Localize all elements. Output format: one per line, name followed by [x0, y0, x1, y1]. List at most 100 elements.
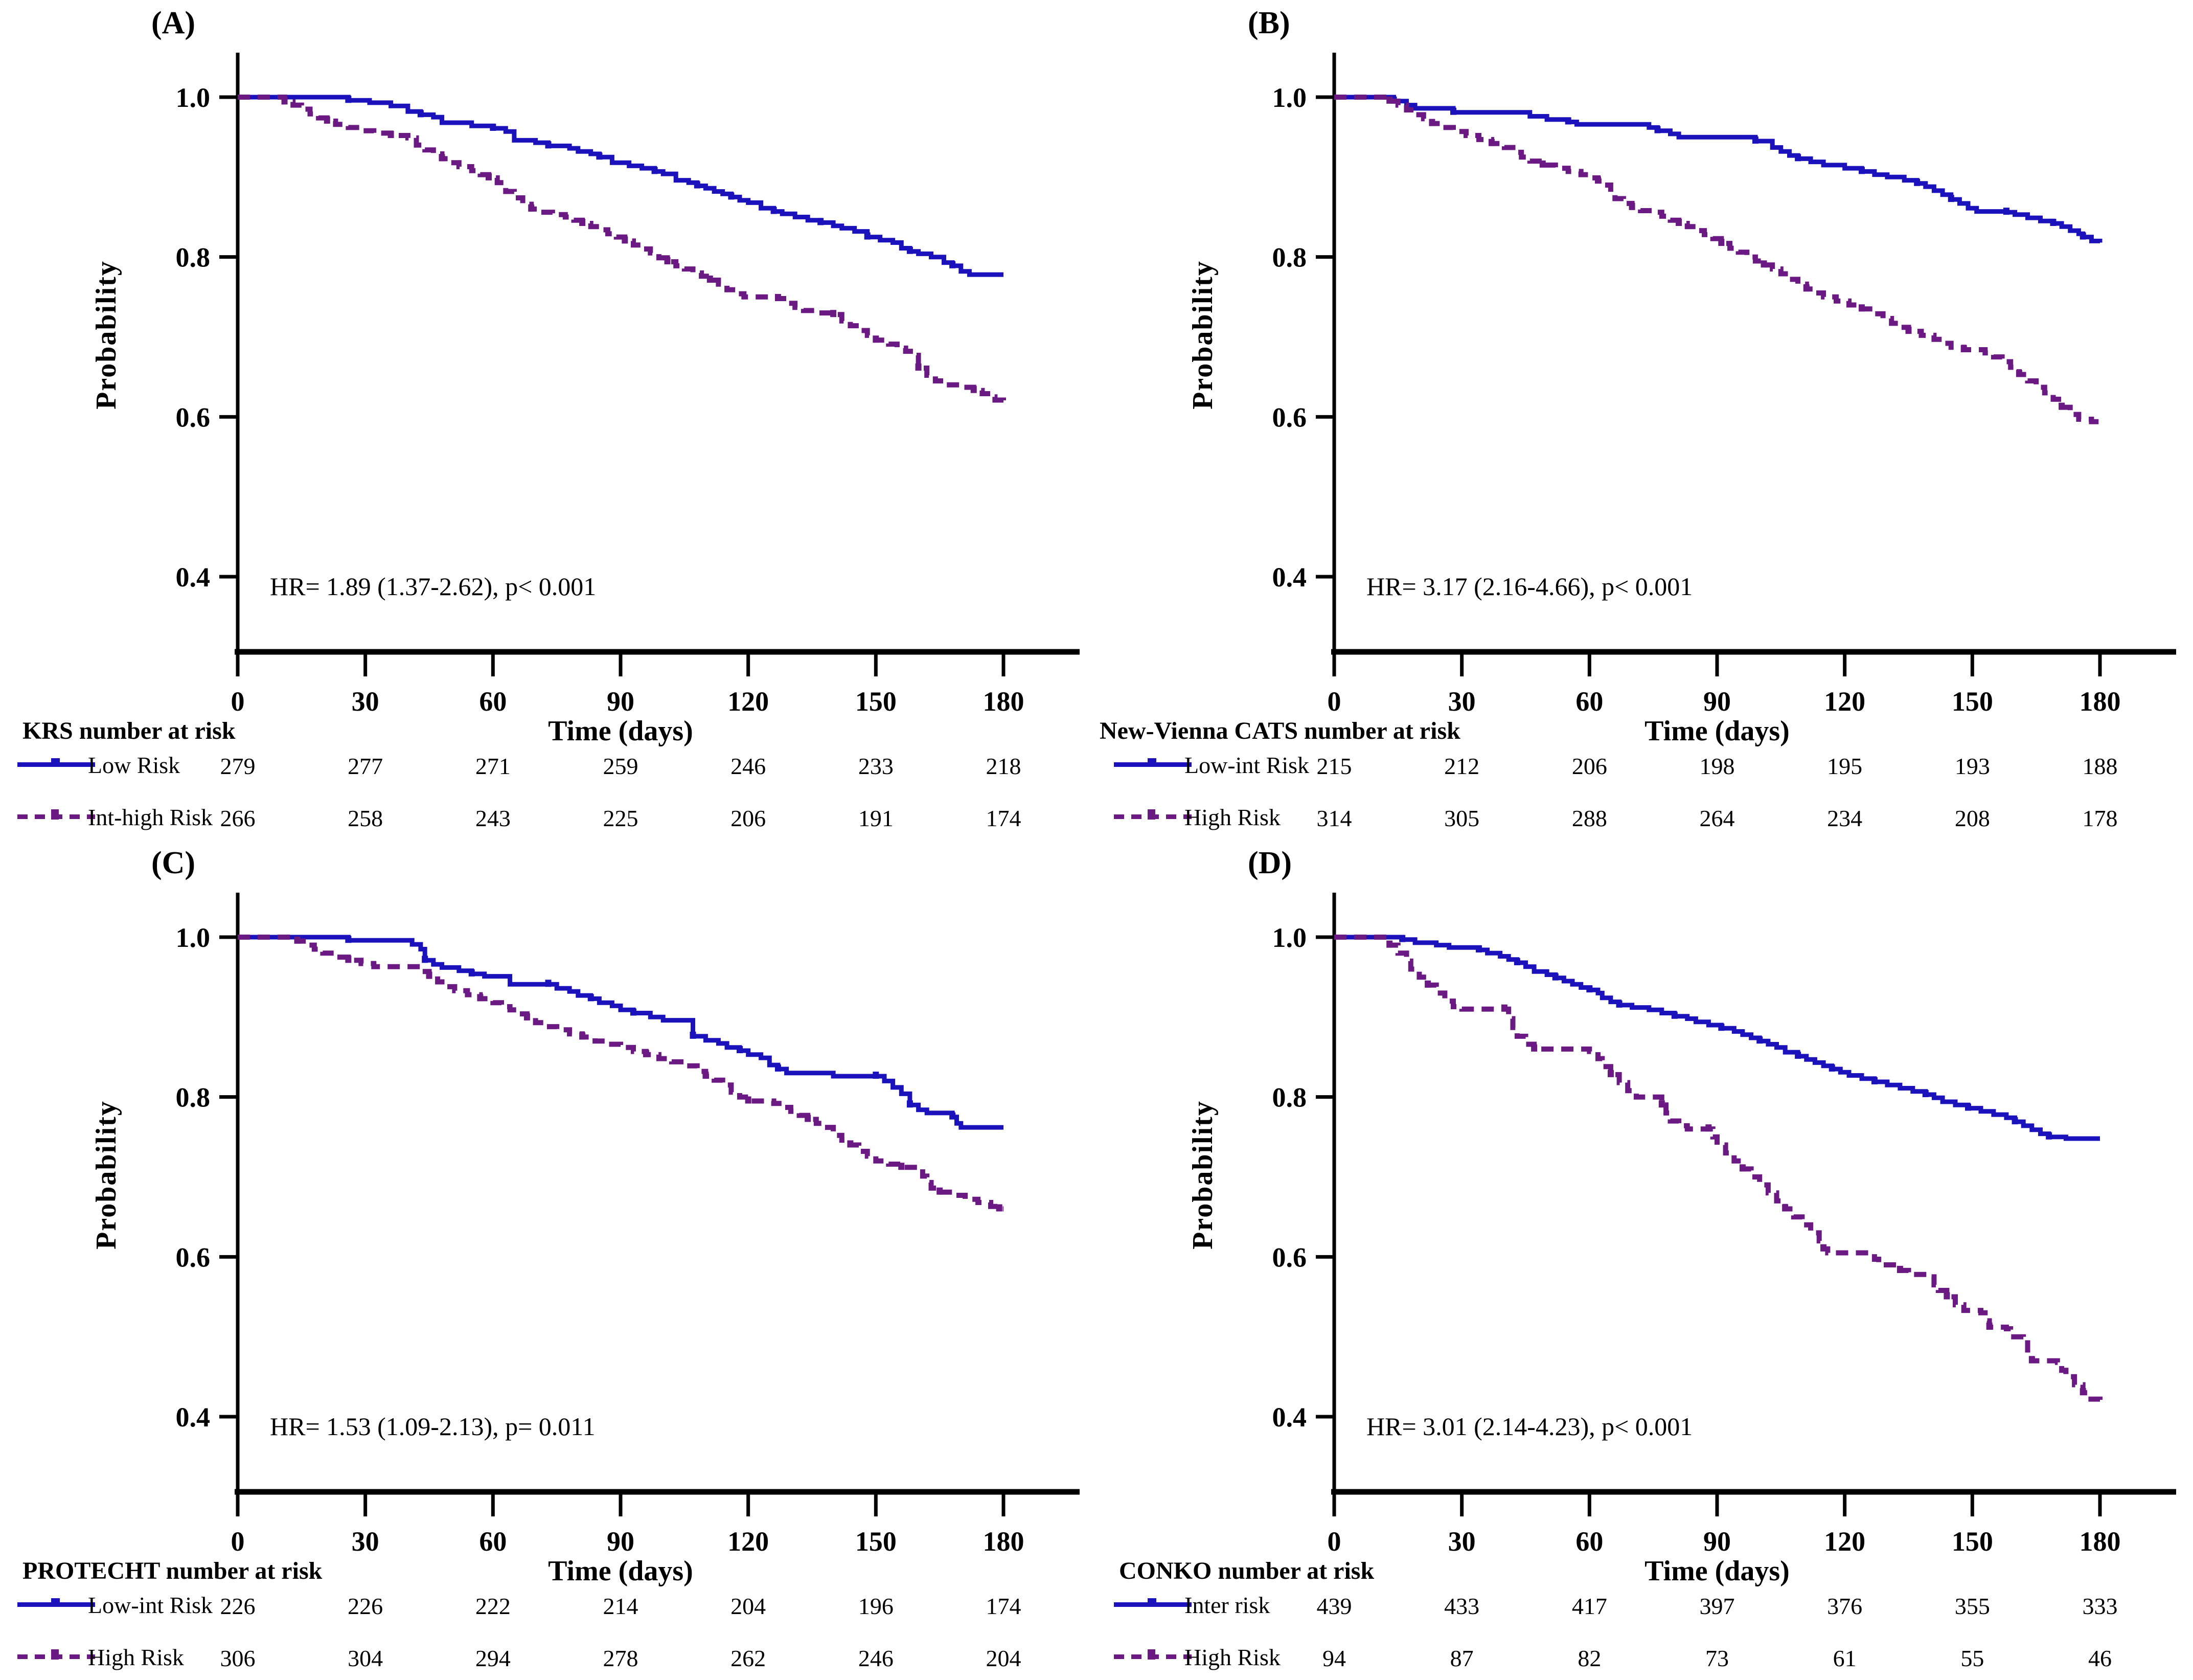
risk-row: High Risk 306 304 294 278 262 246 204 — [0, 1643, 1096, 1674]
at-risk-count: 178 — [2082, 805, 2118, 831]
censor-mark — [417, 110, 424, 118]
y-tick-label: 0.6 — [1272, 1242, 1307, 1273]
censor-mark — [1782, 1204, 1789, 1212]
censor-mark — [1429, 119, 1435, 126]
censor-mark — [2028, 1356, 2035, 1364]
risk-table: Low-int Risk 226 226 222 214 204 196 174 High Ri… — [0, 840, 1096, 1680]
risk-table-header: New-Vienna CATS number at risk — [1100, 717, 1460, 744]
km-curve-higher-risk — [238, 95, 1006, 403]
at-risk-count: 193 — [1954, 753, 1990, 779]
at-risk-count: 417 — [1571, 1593, 1607, 1619]
censor-mark — [1386, 96, 1393, 104]
censor-mark — [1386, 940, 1393, 948]
x-tick-label: 60 — [479, 1526, 507, 1557]
x-tick-label: 0 — [1328, 1526, 1341, 1557]
dashed-line-swatch — [17, 807, 95, 826]
x-tick-label: 120 — [727, 686, 769, 717]
risk-row: Inter risk 439 433 417 397 376 355 333 — [1096, 1591, 2193, 1622]
x-tick-label: 0 — [231, 686, 245, 717]
y-tick-label: 1.0 — [176, 922, 211, 953]
risk-row: Low-int Risk 215 212 206 198 195 193 188 — [1096, 751, 2193, 782]
censor-mark — [774, 293, 781, 301]
x-tick-label: 30 — [1448, 686, 1476, 717]
censor-mark — [422, 956, 428, 963]
at-risk-count: 208 — [1954, 805, 1990, 831]
censor-mark — [1718, 239, 1725, 246]
censor-mark — [643, 1050, 649, 1057]
censor-mark — [545, 141, 552, 149]
dashed-line-swatch — [17, 1647, 95, 1666]
censor-mark — [1616, 1000, 1623, 1008]
censor-mark — [1501, 1004, 1507, 1012]
risk-series-label: Low-int Risk — [88, 1592, 213, 1618]
at-risk-count: 206 — [730, 805, 766, 831]
panel-label: (C) — [151, 846, 196, 880]
censor-mark — [1539, 160, 1546, 168]
dashed-line-swatch — [1114, 807, 1192, 826]
censor-mark — [873, 1072, 879, 1079]
km-plot-B: 1.0 0.8 0.6 0.4 0 30 60 90 120 150 180 — [1272, 53, 2176, 717]
y-tick-label: 0.8 — [1272, 1082, 1307, 1113]
censor-mark — [1425, 980, 1431, 988]
at-risk-count: 264 — [1699, 805, 1735, 831]
at-risk-count: 376 — [1827, 1593, 1863, 1619]
solid-line-swatch — [17, 1595, 95, 1614]
km-curve-higher-risk — [1334, 95, 2100, 424]
at-risk-count: 191 — [858, 805, 894, 831]
censor-mark — [523, 1013, 530, 1020]
at-risk-count: 397 — [1699, 1593, 1735, 1619]
at-risk-count: 204 — [730, 1593, 766, 1619]
at-risk-count: 259 — [603, 753, 638, 779]
at-risk-count: 234 — [1827, 805, 1863, 831]
at-risk-count: 333 — [2082, 1593, 2118, 1619]
censor-mark — [1671, 1011, 1678, 1019]
censor-mark — [622, 236, 628, 244]
y-tick-label: 0.6 — [1272, 402, 1307, 433]
censor-mark — [294, 936, 301, 944]
risk-series-label: Int-high Risk — [88, 804, 213, 830]
censor-mark — [737, 1046, 743, 1053]
at-risk-count: 225 — [603, 805, 638, 831]
censor-mark — [2080, 1388, 2086, 1396]
censor-mark — [1629, 202, 1635, 210]
censor-mark — [898, 1163, 905, 1170]
at-risk-count: 246 — [858, 1645, 894, 1671]
panel-label: (B) — [1248, 6, 1290, 40]
censor-mark — [528, 204, 535, 212]
at-risk-count: 218 — [986, 753, 1021, 779]
censor-mark — [1756, 1036, 1763, 1044]
solid-line-swatch — [1114, 1595, 1192, 1614]
censor-mark — [1552, 973, 1559, 981]
panel-label: (A) — [151, 6, 196, 40]
at-risk-count: 198 — [1699, 753, 1735, 779]
at-risk-count: 174 — [986, 805, 1021, 831]
censor-mark — [1761, 260, 1767, 268]
censor-mark — [2046, 1132, 2052, 1140]
censor-mark — [728, 192, 735, 200]
x-tick-label: 90 — [607, 1526, 634, 1557]
censor-mark — [345, 956, 352, 963]
at-risk-count: 294 — [475, 1645, 511, 1671]
legend-marker — [1148, 1598, 1156, 1607]
x-axis-title: Time (days) — [1644, 715, 1790, 747]
km-curve-lower-risk — [1334, 95, 2103, 243]
x-tick-label: 90 — [607, 686, 634, 717]
at-risk-count: 214 — [603, 1593, 638, 1619]
x-tick-label: 150 — [855, 686, 897, 717]
censor-mark — [1803, 284, 1810, 292]
x-axis-title: Time (days) — [1644, 1555, 1790, 1587]
dashed-line-swatch — [1114, 1647, 1192, 1666]
censor-mark — [906, 246, 913, 254]
risk-row: High Risk 94 87 82 73 61 55 46 — [1096, 1643, 2193, 1674]
censor-mark — [345, 936, 352, 943]
y-tick-label: 0.8 — [176, 242, 211, 273]
x-tick-label: 0 — [231, 1526, 245, 1557]
panel-label: (D) — [1248, 846, 1292, 880]
km-curve-lower-risk — [1334, 935, 2100, 1141]
x-tick-label: 180 — [983, 1526, 1024, 1557]
censor-mark — [949, 261, 956, 268]
at-risk-count: 246 — [730, 753, 766, 779]
at-risk-count: 439 — [1316, 1593, 1352, 1619]
y-tick-label: 0.4 — [176, 1402, 211, 1433]
